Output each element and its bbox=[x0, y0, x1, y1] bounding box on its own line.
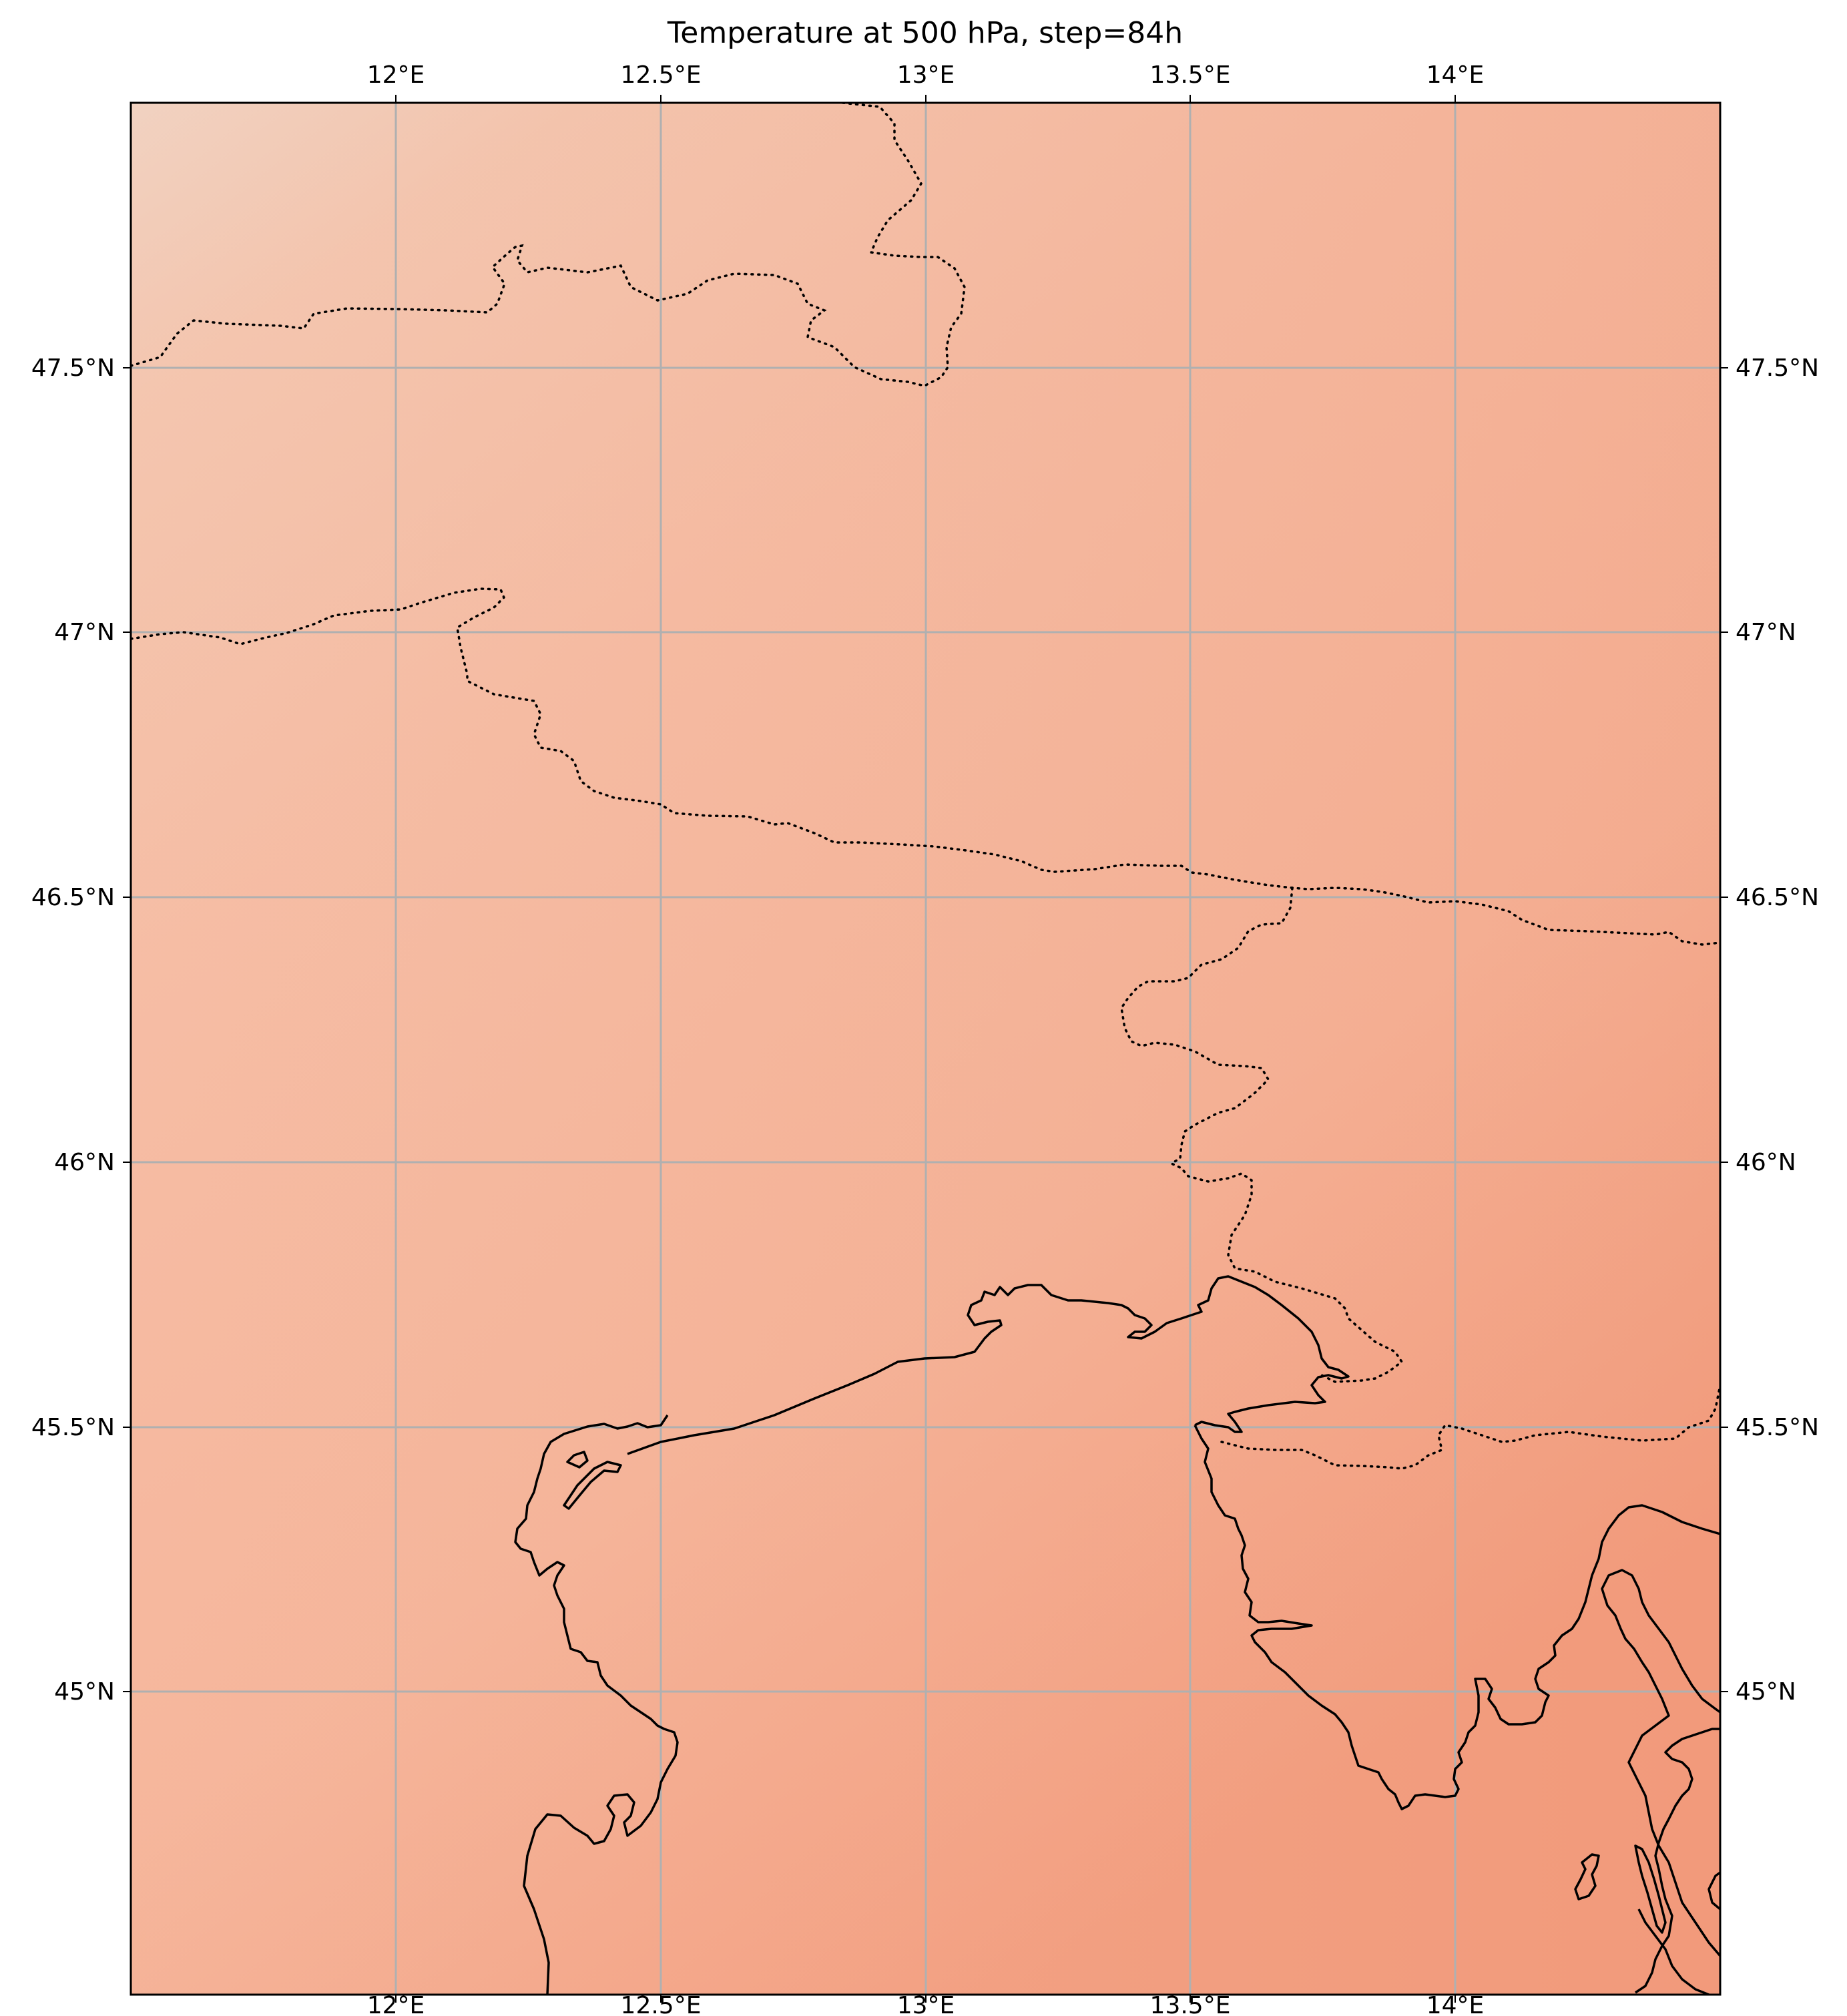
top-tick-14e: 14°E bbox=[1426, 61, 1485, 89]
top-tick-12e: 12°E bbox=[367, 61, 425, 89]
bottom-tick-14e: 14°E bbox=[1426, 1992, 1485, 2016]
right-tick-46-5n: 46.5°N bbox=[1736, 884, 1819, 911]
top-lon-ticks: 12°E 12.5°E 13°E 13.5°E 14°E bbox=[367, 61, 1485, 103]
right-tick-47-5n: 47.5°N bbox=[1736, 354, 1819, 382]
left-tick-45n: 45°N bbox=[54, 1678, 115, 1706]
country-borders bbox=[131, 103, 1720, 1470]
coastlines bbox=[514, 1275, 1720, 1995]
border-austria-italy bbox=[131, 587, 1720, 946]
left-tick-47n: 47°N bbox=[54, 619, 115, 646]
coastline-small-island bbox=[1574, 1853, 1600, 1901]
right-tick-47n: 47°N bbox=[1736, 619, 1796, 646]
coastline-losinj-island bbox=[1637, 1909, 1709, 1995]
coastline-istria bbox=[1194, 1425, 1720, 1810]
left-tick-46n: 46°N bbox=[54, 1149, 115, 1176]
bottom-tick-13e: 13°E bbox=[897, 1992, 955, 2016]
bottom-tick-12-5e: 12.5°E bbox=[621, 1992, 702, 2016]
coastline-grado-trieste bbox=[627, 1275, 1350, 1455]
coastline-kvarner-east bbox=[1601, 1569, 1720, 1957]
border-slovenia-croatia bbox=[1220, 1384, 1720, 1470]
left-lat-ticks: 47.5°N 47°N 46.5°N 46°N 45.5°N 45°N bbox=[31, 354, 131, 1706]
map-title: Temperature at 500 hPa, step=84h bbox=[667, 16, 1183, 50]
border-austria-germany bbox=[131, 103, 966, 387]
bottom-lon-ticks: 12°E 12.5°E 13°E 13.5°E 14°E bbox=[367, 1992, 1485, 2016]
left-tick-46-5n: 46.5°N bbox=[31, 884, 115, 911]
top-tick-12-5e: 12.5°E bbox=[621, 61, 702, 89]
coastline-cres-island bbox=[1635, 1728, 1720, 1994]
coastline-adriatic-north bbox=[514, 1415, 679, 1995]
coastline-lagoon-inner bbox=[566, 1451, 589, 1469]
left-tick-47-5n: 47.5°N bbox=[31, 354, 115, 382]
right-tick-46n: 46°N bbox=[1736, 1149, 1796, 1176]
coastline-south-island bbox=[1634, 1844, 1667, 1934]
top-tick-13e: 13°E bbox=[897, 61, 955, 89]
coastline-venice-lagoon bbox=[563, 1461, 622, 1510]
right-tick-45-5n: 45.5°N bbox=[1736, 1414, 1819, 1441]
right-tick-45n: 45°N bbox=[1736, 1678, 1796, 1706]
bottom-tick-13-5e: 13.5°E bbox=[1150, 1992, 1231, 2016]
border-italy-slovenia bbox=[1120, 887, 1404, 1383]
coastline-krk-island bbox=[1707, 1871, 1720, 1911]
bottom-tick-12e: 12°E bbox=[367, 1992, 425, 2016]
gridlines bbox=[131, 103, 1720, 1995]
right-lat-ticks: 47.5°N 47°N 46.5°N 46°N 45.5°N 45°N bbox=[1720, 354, 1819, 1706]
left-tick-45-5n: 45.5°N bbox=[31, 1414, 115, 1441]
top-tick-13-5e: 13.5°E bbox=[1150, 61, 1231, 89]
